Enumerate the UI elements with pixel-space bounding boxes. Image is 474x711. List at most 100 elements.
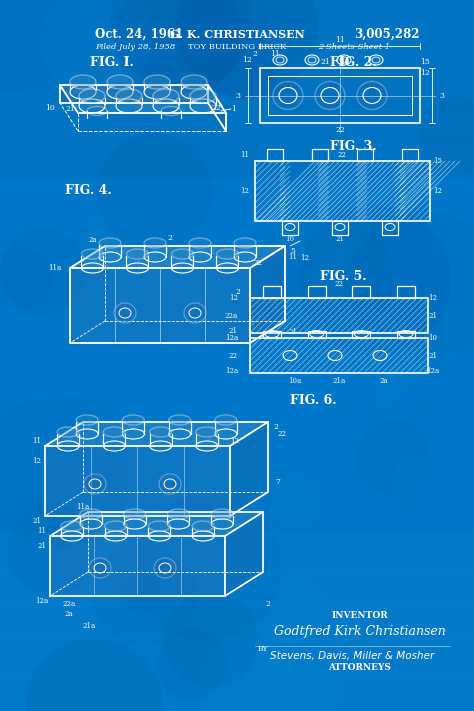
Text: 11a: 11a <box>48 264 62 272</box>
Ellipse shape <box>169 415 191 425</box>
Text: 10: 10 <box>45 104 55 112</box>
FancyBboxPatch shape <box>0 533 474 569</box>
Text: 22: 22 <box>335 126 345 134</box>
Bar <box>402 149 418 161</box>
FancyBboxPatch shape <box>0 141 474 178</box>
Bar <box>332 221 348 235</box>
Text: FIG. 5.: FIG. 5. <box>320 269 366 282</box>
Ellipse shape <box>114 303 136 323</box>
Text: G. K. CHRISTIANSEN: G. K. CHRISTIANSEN <box>170 28 304 40</box>
Ellipse shape <box>273 82 303 109</box>
Ellipse shape <box>57 427 79 437</box>
Circle shape <box>270 474 322 527</box>
Text: ATTORNEYS: ATTORNEYS <box>328 663 392 673</box>
Text: 11a: 11a <box>76 503 90 511</box>
Text: 22a: 22a <box>63 600 76 608</box>
Ellipse shape <box>82 249 103 259</box>
Circle shape <box>96 134 212 250</box>
Circle shape <box>356 420 429 494</box>
Text: INVENTOR: INVENTOR <box>332 611 388 621</box>
Text: 22: 22 <box>211 104 221 112</box>
Circle shape <box>110 0 253 91</box>
Text: 12a: 12a <box>225 367 238 375</box>
Ellipse shape <box>144 238 166 248</box>
Ellipse shape <box>124 509 146 519</box>
FancyBboxPatch shape <box>0 177 474 213</box>
Polygon shape <box>45 422 268 446</box>
FancyBboxPatch shape <box>0 390 474 427</box>
Polygon shape <box>60 85 226 113</box>
Text: 22: 22 <box>254 259 263 267</box>
Circle shape <box>253 574 328 649</box>
Text: 21: 21 <box>428 311 438 319</box>
Ellipse shape <box>148 521 170 531</box>
Ellipse shape <box>217 249 238 259</box>
Text: 12: 12 <box>240 187 249 195</box>
Ellipse shape <box>215 415 237 425</box>
Text: 15: 15 <box>420 58 430 66</box>
Text: 2: 2 <box>236 288 240 296</box>
Ellipse shape <box>127 249 148 259</box>
Bar <box>352 331 370 338</box>
Ellipse shape <box>315 82 345 109</box>
Text: 11: 11 <box>37 527 46 535</box>
Ellipse shape <box>99 238 121 248</box>
Text: 10: 10 <box>428 334 438 342</box>
Text: 21: 21 <box>37 542 46 550</box>
Text: TOY BUILDING BRICK: TOY BUILDING BRICK <box>188 43 286 51</box>
Ellipse shape <box>84 474 106 494</box>
Text: FIG. 2.: FIG. 2. <box>330 56 377 70</box>
Text: 2: 2 <box>265 600 271 608</box>
Text: 11: 11 <box>33 437 42 445</box>
Text: 12: 12 <box>33 457 42 465</box>
Text: 21a: 21a <box>82 622 96 630</box>
Circle shape <box>199 618 340 711</box>
Text: 10: 10 <box>285 235 294 243</box>
Circle shape <box>176 0 318 98</box>
Polygon shape <box>70 268 250 343</box>
Bar <box>250 298 428 333</box>
Circle shape <box>25 638 163 711</box>
FancyBboxPatch shape <box>0 70 474 107</box>
Text: 11: 11 <box>289 253 298 261</box>
Ellipse shape <box>154 558 176 578</box>
Text: 11: 11 <box>270 50 280 58</box>
Text: FIG. 6.: FIG. 6. <box>290 395 337 407</box>
Bar <box>250 338 428 373</box>
Text: FIG. I.: FIG. I. <box>90 56 134 70</box>
Polygon shape <box>50 512 263 536</box>
Text: 15: 15 <box>340 58 350 66</box>
FancyBboxPatch shape <box>0 426 474 462</box>
Text: 22a: 22a <box>225 311 238 319</box>
Circle shape <box>0 395 133 547</box>
Text: 21: 21 <box>289 328 298 336</box>
Text: BY: BY <box>258 645 268 653</box>
Text: 11: 11 <box>240 151 249 159</box>
Text: 2a: 2a <box>89 236 97 244</box>
Text: 21a: 21a <box>332 377 346 385</box>
Text: 12a: 12a <box>225 334 238 342</box>
Circle shape <box>299 205 450 356</box>
Bar <box>382 221 398 235</box>
Text: 5: 5 <box>291 247 295 255</box>
Text: 10a: 10a <box>288 377 301 385</box>
Bar <box>263 331 281 338</box>
Ellipse shape <box>107 75 133 89</box>
Circle shape <box>164 592 259 688</box>
Bar <box>263 286 281 298</box>
Text: 3: 3 <box>236 92 240 100</box>
Ellipse shape <box>181 75 207 89</box>
Circle shape <box>392 453 446 508</box>
Text: 21: 21 <box>229 327 238 335</box>
FancyBboxPatch shape <box>0 461 474 498</box>
Ellipse shape <box>196 427 218 437</box>
Bar <box>308 331 326 338</box>
Ellipse shape <box>357 82 387 109</box>
Circle shape <box>314 309 417 411</box>
Ellipse shape <box>79 89 105 103</box>
FancyBboxPatch shape <box>0 355 474 391</box>
FancyBboxPatch shape <box>0 35 474 71</box>
Ellipse shape <box>61 521 83 531</box>
Polygon shape <box>230 422 268 516</box>
Polygon shape <box>45 446 230 516</box>
